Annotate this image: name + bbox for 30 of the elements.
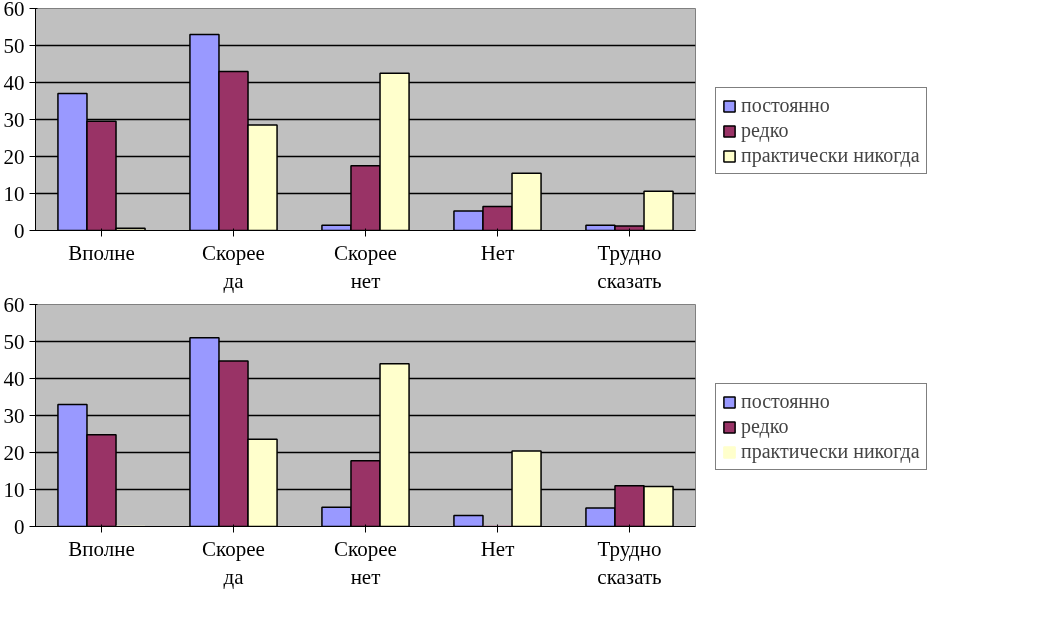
y-tick-label: 40 — [3, 70, 25, 95]
x-tick-label: Скорее нет — [334, 240, 397, 294]
legend-label: практически никогда — [741, 144, 920, 167]
legend-label: постоянно — [741, 390, 830, 413]
y-tick-label: 30 — [3, 403, 25, 428]
x-tick-label: Скорее да — [202, 536, 265, 590]
y-tick-label: 0 — [14, 514, 25, 539]
x-tick-label: Вполне — [68, 536, 135, 561]
y-tick-label: 50 — [3, 329, 25, 354]
x-tick-label: Нет — [480, 240, 515, 265]
y-tick-label: 10 — [3, 477, 25, 502]
legend-label: редко — [741, 119, 789, 142]
x-tick-label: Вполне — [68, 240, 135, 265]
y-tick-label: 50 — [3, 33, 25, 58]
y-tick-label: 20 — [3, 440, 25, 465]
x-tick-label: Нет — [480, 536, 515, 561]
legend-label: постоянно — [741, 94, 830, 117]
y-tick-label: 60 — [3, 0, 25, 21]
legend-label: редко — [741, 415, 789, 438]
y-tick-label: 20 — [3, 144, 25, 169]
x-tick-label: Трудно сказать — [597, 536, 662, 590]
y-tick-label: 0 — [14, 218, 25, 243]
x-tick-label: Скорее да — [202, 240, 265, 294]
y-tick-label: 30 — [3, 107, 25, 132]
legend-label: практически никогда — [741, 440, 920, 463]
x-tick-label: Трудно сказать — [597, 240, 662, 294]
x-tick-label: Скорее нет — [334, 536, 397, 590]
y-tick-label: 60 — [3, 292, 25, 317]
y-tick-label: 40 — [3, 366, 25, 391]
y-tick-label: 10 — [3, 181, 25, 206]
